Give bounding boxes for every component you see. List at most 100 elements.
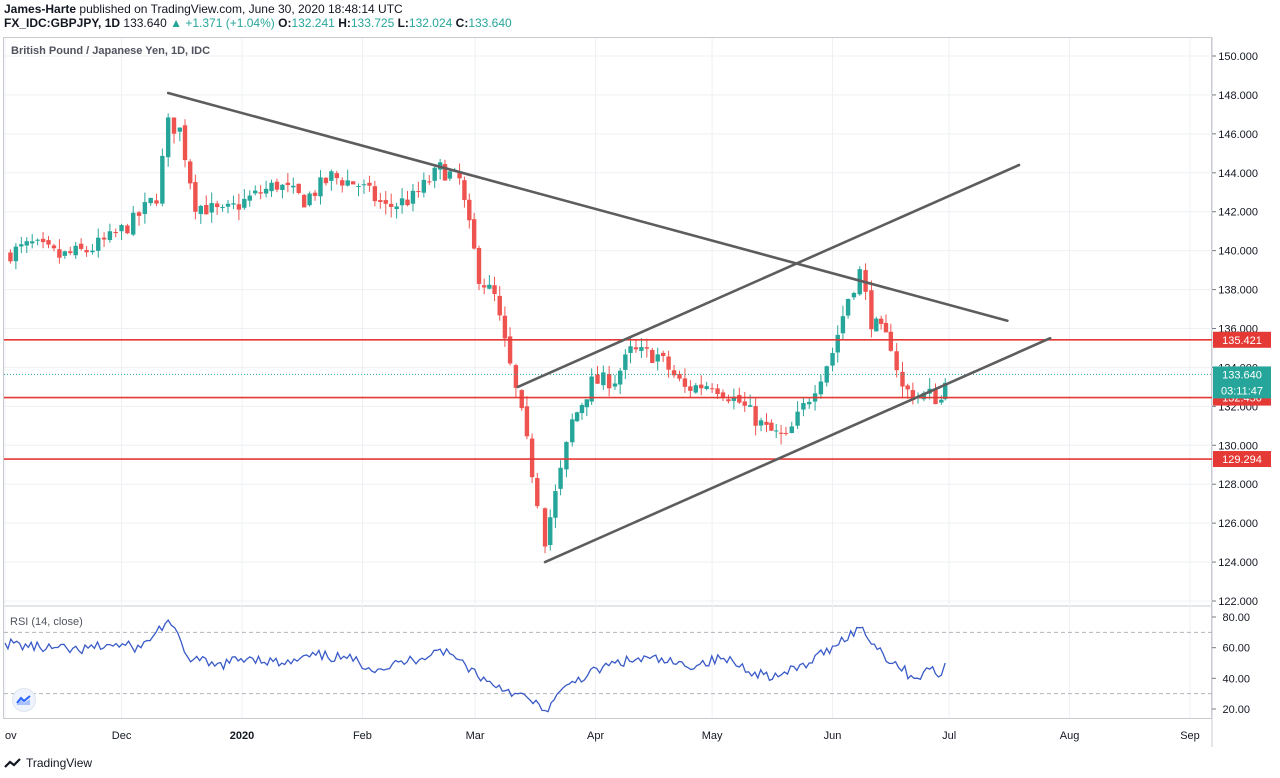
candle-body (214, 203, 220, 208)
candle-body (835, 334, 840, 353)
candle-body (789, 426, 794, 434)
candle-body (753, 406, 758, 426)
candle-body (296, 183, 301, 193)
candle-body (29, 241, 35, 244)
candle-body (442, 164, 448, 181)
candle-body (113, 231, 118, 234)
candle-body (361, 184, 367, 186)
candle-body (78, 243, 84, 249)
candle-body (558, 467, 563, 489)
y-tick-label: 146.000 (1218, 129, 1258, 141)
candle-body (589, 376, 594, 402)
candle-body (416, 191, 421, 193)
candle-body (462, 180, 467, 201)
publish-line: James-Harte published on TradingView.com… (4, 2, 403, 16)
candle-body (888, 331, 894, 351)
x-tick-label: Feb (353, 730, 372, 742)
change-up-icon: ▲ (170, 16, 183, 30)
candle-body (274, 181, 280, 190)
candle-body (307, 193, 312, 206)
x-tick-label: Jul (942, 730, 956, 742)
candle-body (764, 421, 769, 425)
y-tick-label: 144.000 (1218, 168, 1258, 180)
last-price-label: 133.640 (1222, 369, 1262, 381)
y-tick-label: 140.000 (1218, 246, 1258, 258)
candle-body (8, 252, 13, 262)
candle-body (709, 388, 715, 390)
candle-body (46, 240, 51, 245)
trendline-descending-resistance (166, 91, 1009, 323)
candle-body (405, 199, 410, 206)
rsi-y-tick-label: 60.00 (1222, 643, 1250, 655)
tradingview-logo-icon (4, 758, 21, 768)
candle-body (471, 219, 477, 249)
candle-body (900, 371, 905, 387)
candle-body (340, 180, 345, 186)
y-tick-label: 124.000 (1218, 557, 1258, 569)
rsi-line (4, 619, 946, 713)
candle-body (731, 396, 737, 401)
candle-body (795, 411, 800, 426)
x-tick-label: Jun (824, 730, 842, 742)
candle-body (51, 245, 57, 249)
candle-body (301, 194, 307, 208)
symbol-line: FX_IDC:GBPJPY, 1D 133.640 ▲ +1.371 (+1.0… (4, 16, 512, 30)
candle-body (171, 117, 177, 134)
candle-body (225, 203, 231, 207)
candle-body (507, 336, 513, 364)
high-value: 133.725 (350, 16, 395, 30)
candle-body (851, 292, 857, 298)
candle-body (399, 198, 405, 206)
price-level-label: 129.294 (1222, 454, 1262, 466)
rsi-legend: RSI (14, close) (10, 616, 83, 628)
candle-body (476, 248, 482, 284)
candle-body (107, 231, 113, 241)
candle-body (617, 370, 623, 385)
candle-body (548, 517, 553, 546)
candle-body (783, 432, 789, 434)
countdown-label: 03:11:47 (1221, 385, 1263, 397)
candle-body (623, 354, 628, 370)
candle-body (193, 182, 198, 212)
candle-body (177, 127, 183, 132)
footer-brand[interactable]: TradingView (26, 756, 93, 770)
candle-body (209, 203, 214, 213)
candle-body (574, 412, 580, 422)
candle-body (142, 202, 148, 214)
candle-body (878, 318, 884, 324)
candle-body (905, 385, 910, 390)
candle-body (715, 388, 720, 395)
candle-body (68, 251, 73, 254)
candle-body (666, 356, 671, 370)
candle-body (492, 285, 497, 295)
candle-body (231, 203, 236, 205)
candle-body (497, 295, 502, 316)
candle-body (383, 200, 388, 204)
tradingview-badge-icon[interactable] (12, 688, 36, 712)
candle-body (258, 192, 263, 194)
candle-body (356, 185, 361, 187)
candle-body (818, 381, 824, 395)
candle-body (943, 382, 948, 400)
candle-body (644, 347, 650, 349)
x-tick-label: Mar (466, 730, 485, 742)
candle-body (737, 394, 742, 403)
candle-body (73, 245, 78, 256)
candle-body (778, 432, 784, 434)
candle-body (742, 401, 747, 406)
candle-body (570, 419, 575, 443)
candle-body (606, 374, 612, 389)
candle-body (13, 246, 19, 262)
author-name[interactable]: James-Harte (4, 2, 77, 16)
candle-body (40, 238, 46, 243)
candle-body (601, 372, 606, 386)
candle-body (883, 322, 889, 333)
candle-body (198, 205, 204, 215)
open-value: 132.241 (291, 16, 335, 30)
y-tick-label: 150.000 (1218, 51, 1258, 63)
candle-body (869, 290, 874, 330)
candle-body (660, 352, 666, 356)
candle-body (236, 204, 242, 210)
chart-legend-title: British Pound / Japanese Yen, 1D, IDC (11, 45, 211, 57)
